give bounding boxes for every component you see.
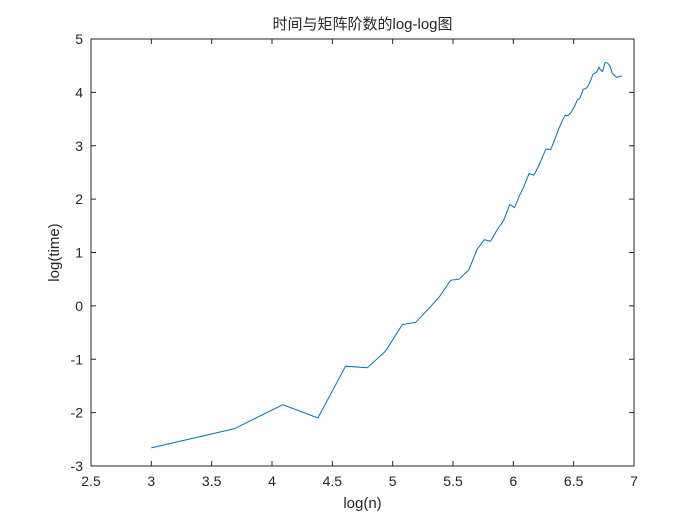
y-tick-label: -1 [71, 351, 84, 367]
y-tick-label: 0 [75, 298, 83, 314]
y-tick-label: 2 [75, 191, 83, 207]
axis-ticks [90, 38, 635, 467]
y-axis-label: log(time) [46, 223, 63, 281]
y-tick-label: 3 [75, 138, 83, 154]
x-tick-label: 4.5 [323, 473, 343, 489]
y-tick-label: -2 [71, 405, 84, 421]
x-tick-label: 6 [509, 473, 517, 489]
x-axis-label: log(n) [343, 495, 381, 512]
y-tick-label: 1 [75, 245, 83, 261]
x-tick-label: 7 [630, 473, 638, 489]
x-tick-label: 2.5 [81, 473, 101, 489]
x-tick-label: 5.5 [443, 473, 463, 489]
x-tick-label: 6.5 [564, 473, 584, 489]
y-tick-label: 4 [75, 84, 83, 100]
plot-area [90, 38, 635, 467]
x-tick-label: 3 [147, 473, 155, 489]
x-tick-label: 4 [268, 473, 276, 489]
chart-title: 时间与矩阵阶数的log-log图 [272, 16, 452, 33]
x-tick-label: 5 [389, 473, 397, 489]
tick-labels: 2.5 3 3.5 4 4.5 5 5.5 6 6.5 7 -3 -2 -1 0 1 2 3 4 5 [71, 31, 639, 489]
y-tick-label: 5 [75, 31, 83, 47]
x-tick-label: 3.5 [202, 473, 222, 489]
series-line [151, 61, 623, 449]
y-tick-label: -3 [71, 458, 84, 474]
